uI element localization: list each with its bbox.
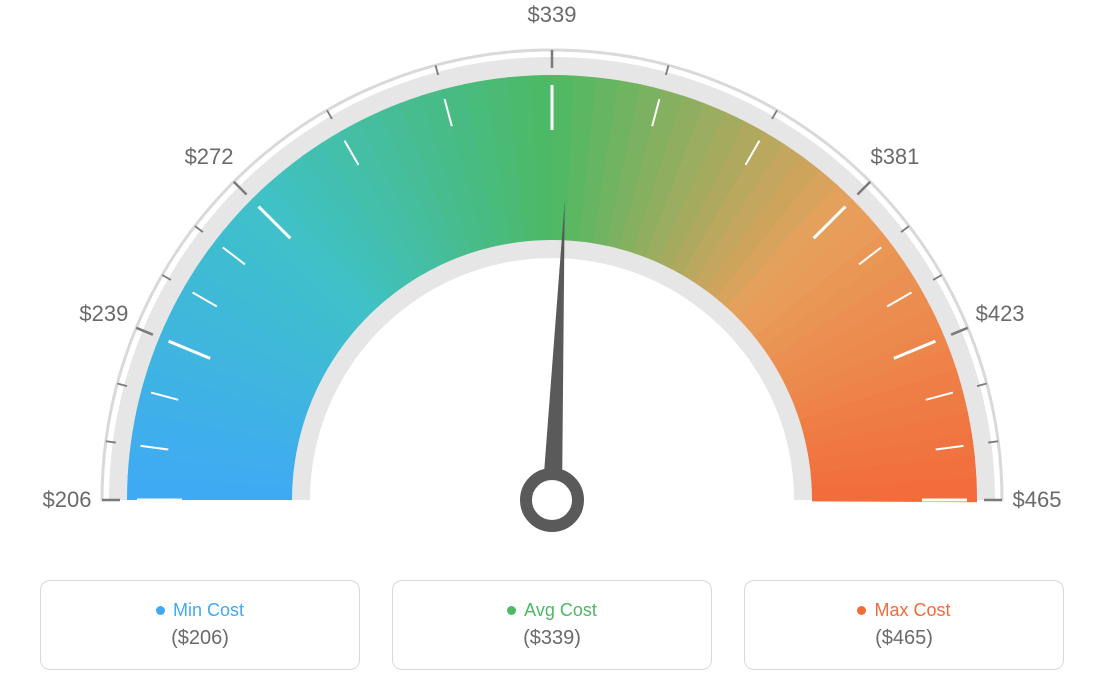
min-cost-title: Min Cost [156,600,244,621]
gauge-tick-label: $272 [185,144,234,170]
gauge-tick-label: $239 [79,301,128,327]
summary-cards: Min Cost ($206) Avg Cost ($339) Max Cost… [0,580,1104,670]
min-dot-icon [156,606,165,615]
max-cost-label: Max Cost [874,600,950,621]
gauge-svg [0,0,1104,560]
max-cost-title: Max Cost [857,600,950,621]
avg-cost-card: Avg Cost ($339) [392,580,712,670]
gauge-tick-label: $465 [1013,487,1062,513]
cost-gauge: $206 $239 $272 $339 $381 $423 $465 [0,0,1104,560]
gauge-tick-label: $423 [976,301,1025,327]
gauge-tick-label: $339 [528,2,577,28]
avg-cost-label: Avg Cost [524,600,597,621]
avg-cost-value: ($339) [523,627,581,650]
max-dot-icon [857,606,866,615]
min-cost-value: ($206) [171,627,229,650]
max-cost-value: ($465) [875,627,933,650]
avg-dot-icon [507,606,516,615]
gauge-tick-label: $206 [43,487,92,513]
min-cost-card: Min Cost ($206) [40,580,360,670]
min-cost-label: Min Cost [173,600,244,621]
max-cost-card: Max Cost ($465) [744,580,1064,670]
avg-cost-title: Avg Cost [507,600,597,621]
gauge-tick-label: $381 [870,144,919,170]
